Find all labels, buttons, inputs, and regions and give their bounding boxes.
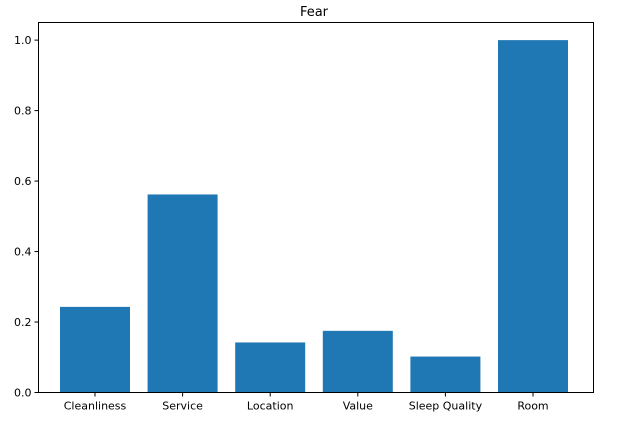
bar-cleanliness [60,306,130,393]
bar-service [147,194,218,393]
y-tick-label: 1.0 [14,34,32,47]
x-axis: Cleanliness Service Location Value Sleep Qua… [64,392,549,413]
y-axis: 0.0 0.2 0.4 0.6 0.8 1.0 [14,34,39,400]
y-tick-label: 0.8 [14,105,32,118]
x-tick-label: Sleep Quality [409,400,483,413]
x-tick-label: Location [247,400,294,413]
y-tick-label: 0.4 [14,246,32,259]
x-tick-label: Service [162,400,203,413]
y-tick-label: 0.2 [14,316,32,329]
x-tick-label: Value [343,400,373,413]
y-tick-label: 0.6 [14,175,32,188]
y-tick-label: 0.0 [14,387,32,400]
x-tick-label: Cleanliness [64,400,127,413]
x-tick-label: Room [517,400,548,413]
bar-location [235,342,306,393]
bars-group [60,40,568,393]
chart-title: Fear [300,5,329,20]
bar-room [498,40,568,393]
plot-frame [38,22,594,393]
bar-value [322,330,393,393]
bar-sleep-quality [410,356,481,393]
